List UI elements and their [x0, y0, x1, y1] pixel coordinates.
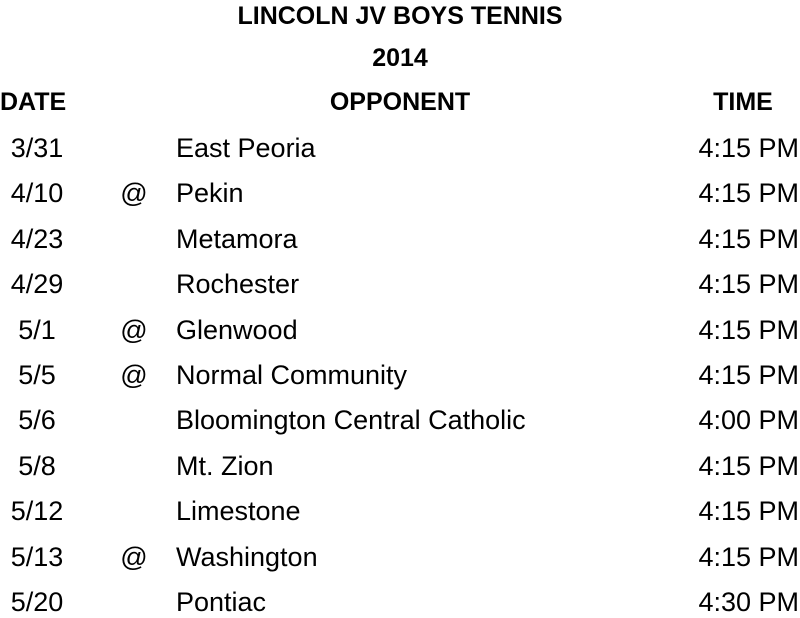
row-opponent: Pekin — [176, 178, 244, 209]
row-away-marker: @ — [120, 541, 148, 572]
row-time: 4:15 PM — [698, 496, 799, 527]
row-time: 4:15 PM — [698, 178, 799, 209]
schedule-year: 2014 — [372, 44, 428, 72]
row-date: 4/29 — [10, 269, 64, 300]
row-opponent: Pontiac — [176, 587, 267, 617]
row-date: 5/12 — [10, 496, 64, 527]
row-time: 4:15 PM — [698, 450, 799, 481]
row-time: 4:15 PM — [698, 541, 799, 572]
row-time: 4:15 PM — [698, 269, 799, 300]
row-away-marker: @ — [120, 178, 148, 209]
row-time: 4:15 PM — [698, 223, 799, 254]
row-date: 4/10 — [10, 178, 64, 209]
row-time: 4:15 PM — [698, 360, 799, 390]
row-opponent: Normal Community — [176, 360, 408, 390]
row-date: 5/6 — [18, 405, 56, 436]
schedule-title: LINCOLN JV BOYS TENNIS — [237, 2, 563, 30]
row-opponent: Bloomington Central Catholic — [176, 405, 526, 436]
row-date: 3/31 — [10, 133, 64, 163]
row-opponent: Washington — [176, 541, 318, 572]
row-date: 5/8 — [18, 450, 56, 481]
row-away-marker: @ — [120, 360, 148, 390]
header-time: TIME — [713, 88, 773, 116]
row-opponent: Limestone — [176, 496, 301, 527]
row-date: 4/23 — [10, 223, 64, 254]
row-time: 4:00 PM — [698, 405, 799, 436]
row-opponent: Glenwood — [176, 314, 298, 345]
row-date: 5/5 — [18, 360, 56, 390]
header-date: DATE — [0, 88, 67, 116]
row-opponent: Metamora — [176, 223, 298, 254]
row-date: 5/20 — [10, 587, 64, 617]
row-away-marker: @ — [120, 314, 148, 345]
row-opponent: Rochester — [176, 269, 300, 300]
row-date: 5/13 — [10, 541, 64, 572]
row-date: 5/1 — [18, 314, 56, 345]
row-time: 4:15 PM — [698, 314, 799, 345]
header-opponent: OPPONENT — [329, 88, 471, 116]
row-opponent: Mt. Zion — [176, 450, 274, 481]
row-time: 4:15 PM — [698, 133, 799, 163]
row-time: 4:30 PM — [698, 587, 799, 617]
row-opponent: East Peoria — [176, 133, 316, 163]
